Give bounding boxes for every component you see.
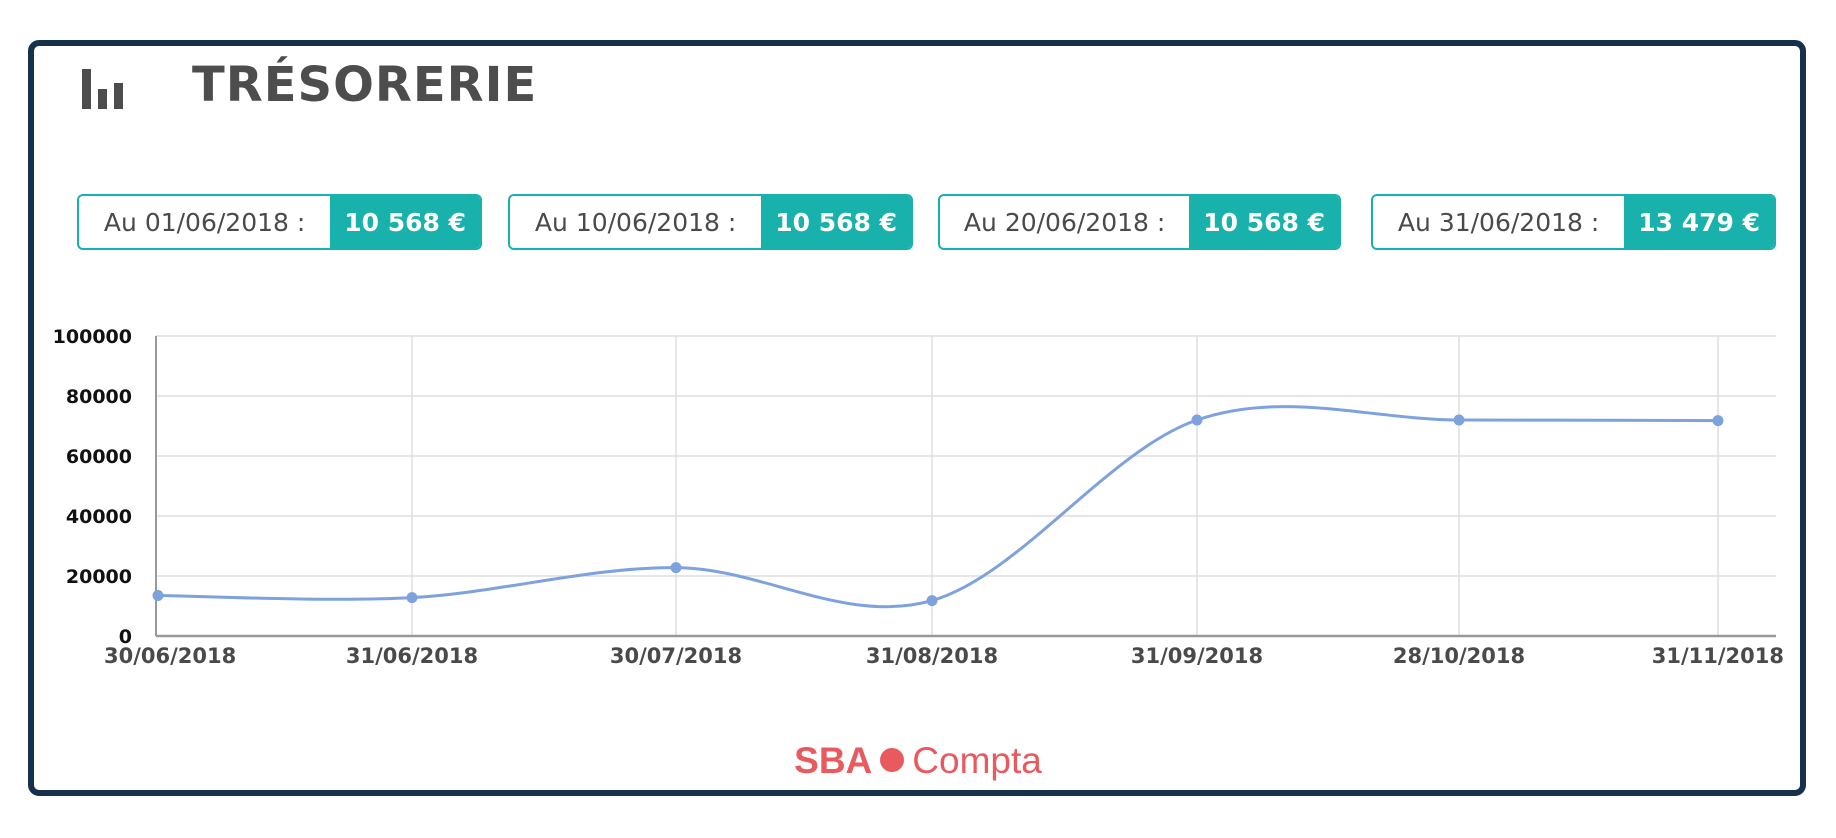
x-tick-label: 31/11/2018 — [1652, 644, 1784, 668]
balance-date-label: Au 01/06/2018 : — [103, 207, 306, 237]
balance-date-label: Au 31/06/2018 : — [1397, 207, 1600, 237]
balance-amount: 10 568 € — [1189, 196, 1339, 248]
data-point — [926, 595, 938, 607]
balance-date-label: Au 10/06/2018 : — [534, 207, 737, 237]
x-tick-label: 31/06/2018 — [346, 644, 478, 668]
data-point — [670, 562, 682, 574]
balance-pill-2: Au 10/06/2018 : 10 568 € — [508, 194, 913, 250]
data-point — [1191, 414, 1203, 426]
brand-dot-icon — [880, 748, 905, 772]
balance-amount: 10 568 € — [761, 196, 911, 248]
balance-pill-1: Au 01/06/2018 : 10 568 € — [77, 194, 482, 250]
balance-date-label: Au 20/06/2018 : — [963, 207, 1166, 237]
y-tick-label: 40000 — [66, 506, 132, 528]
page-title: TRÉSORERIE — [192, 57, 538, 113]
x-tick-label: 31/08/2018 — [866, 644, 998, 668]
x-tick-label: 30/06/2018 — [104, 644, 236, 668]
balance-pill-4: Au 31/06/2018 : 13 479 € — [1371, 194, 1776, 250]
data-point — [1453, 414, 1465, 426]
balance-amount: 10 568 € — [330, 196, 480, 248]
y-tick-label: 100000 — [53, 326, 132, 348]
x-tick-label: 28/10/2018 — [1393, 644, 1525, 668]
x-tick-label: 30/07/2018 — [610, 644, 742, 668]
brand-logo: SBA Compta — [0, 740, 1836, 782]
balance-pill-3: Au 20/06/2018 : 10 568 € — [938, 194, 1341, 250]
treasury-card — [28, 40, 1806, 796]
data-point — [1712, 415, 1724, 427]
card-header: TRÉSORERIE — [82, 50, 537, 120]
y-tick-label: 80000 — [66, 386, 132, 408]
x-tick-label: 31/09/2018 — [1131, 644, 1263, 668]
data-point — [152, 590, 164, 601]
brand-suffix: Compta — [912, 740, 1042, 781]
y-tick-label: 20000 — [66, 566, 132, 588]
balance-amount: 13 479 € — [1624, 196, 1774, 248]
y-tick-label: 0 — [119, 626, 132, 648]
y-tick-label: 60000 — [66, 446, 132, 468]
brand-name: SBA — [794, 740, 873, 781]
data-point — [406, 592, 418, 604]
bar-chart-icon — [82, 61, 137, 109]
